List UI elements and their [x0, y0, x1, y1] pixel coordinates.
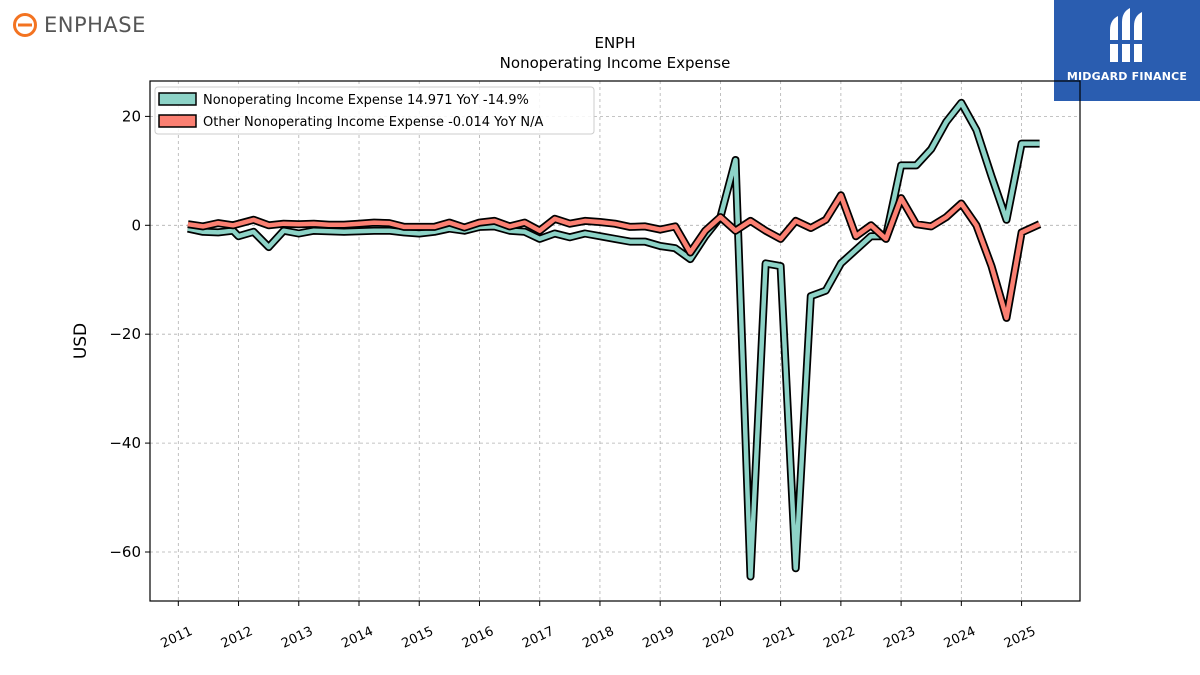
x-tick-label: 2025: [1002, 624, 1038, 652]
y-tick-label: −40: [109, 434, 141, 452]
x-axis: 2011 2012 2013 2014 2015 2016 2017 2018 2019 2020…: [159, 601, 1038, 652]
series-2-line: [187, 193, 1041, 321]
grid: [150, 81, 1080, 601]
x-tick-label: 2020: [701, 624, 737, 652]
legend-label-series-1: Nonoperating Income Expense 14.971 YoY -…: [203, 93, 529, 108]
series-layer: [187, 98, 1042, 581]
y-axis-label: USD: [71, 323, 91, 359]
y-tick-label: 0: [131, 216, 141, 234]
midgard-mark-icon: [1108, 8, 1144, 62]
y-axis: 20 0 −20 −40 −60: [109, 107, 150, 561]
x-tick-label: 2013: [279, 624, 315, 652]
enphase-logo: ENPHASE: [12, 12, 146, 38]
legend-box: [154, 86, 595, 135]
midgard-finance-logo: MIDGARD FINANCE: [1054, 0, 1200, 101]
x-tick-label: 2011: [159, 624, 195, 652]
enphase-e-icon: [13, 13, 37, 37]
plot-frame: [149, 80, 1081, 602]
chart-subtitle: Nonoperating Income Expense: [500, 54, 731, 72]
x-tick-label: 2015: [400, 624, 436, 652]
legend: Nonoperating Income Expense 14.971 YoY -…: [154, 86, 595, 135]
enphase-logo-text: ENPHASE: [44, 13, 146, 37]
y-tick-label: 20: [122, 107, 141, 125]
x-tick-label: 2019: [641, 624, 677, 652]
x-tick-label: 2023: [881, 624, 917, 652]
x-tick-label: 2012: [219, 624, 255, 652]
x-tick-label: 2016: [460, 624, 496, 652]
midgard-logo-text: MIDGARD FINANCE: [1066, 70, 1188, 83]
y-tick-label: −60: [109, 543, 141, 561]
chart-title: ENPH: [594, 34, 635, 52]
x-tick-label: 2018: [580, 624, 616, 652]
x-tick-label: 2014: [339, 624, 375, 652]
legend-label-series-2: Other Nonoperating Income Expense -0.014…: [203, 115, 543, 130]
legend-swatch-series-1: [158, 92, 197, 106]
x-tick-label: 2021: [761, 624, 797, 652]
x-tick-label: 2022: [821, 624, 857, 652]
series-1-line: [187, 100, 1040, 579]
y-tick-label: −20: [109, 325, 141, 343]
x-tick-label: 2024: [942, 624, 978, 652]
legend-swatch-series-2: [158, 114, 197, 128]
x-tick-label: 2017: [520, 624, 556, 652]
series-1-outline: [187, 98, 1040, 581]
